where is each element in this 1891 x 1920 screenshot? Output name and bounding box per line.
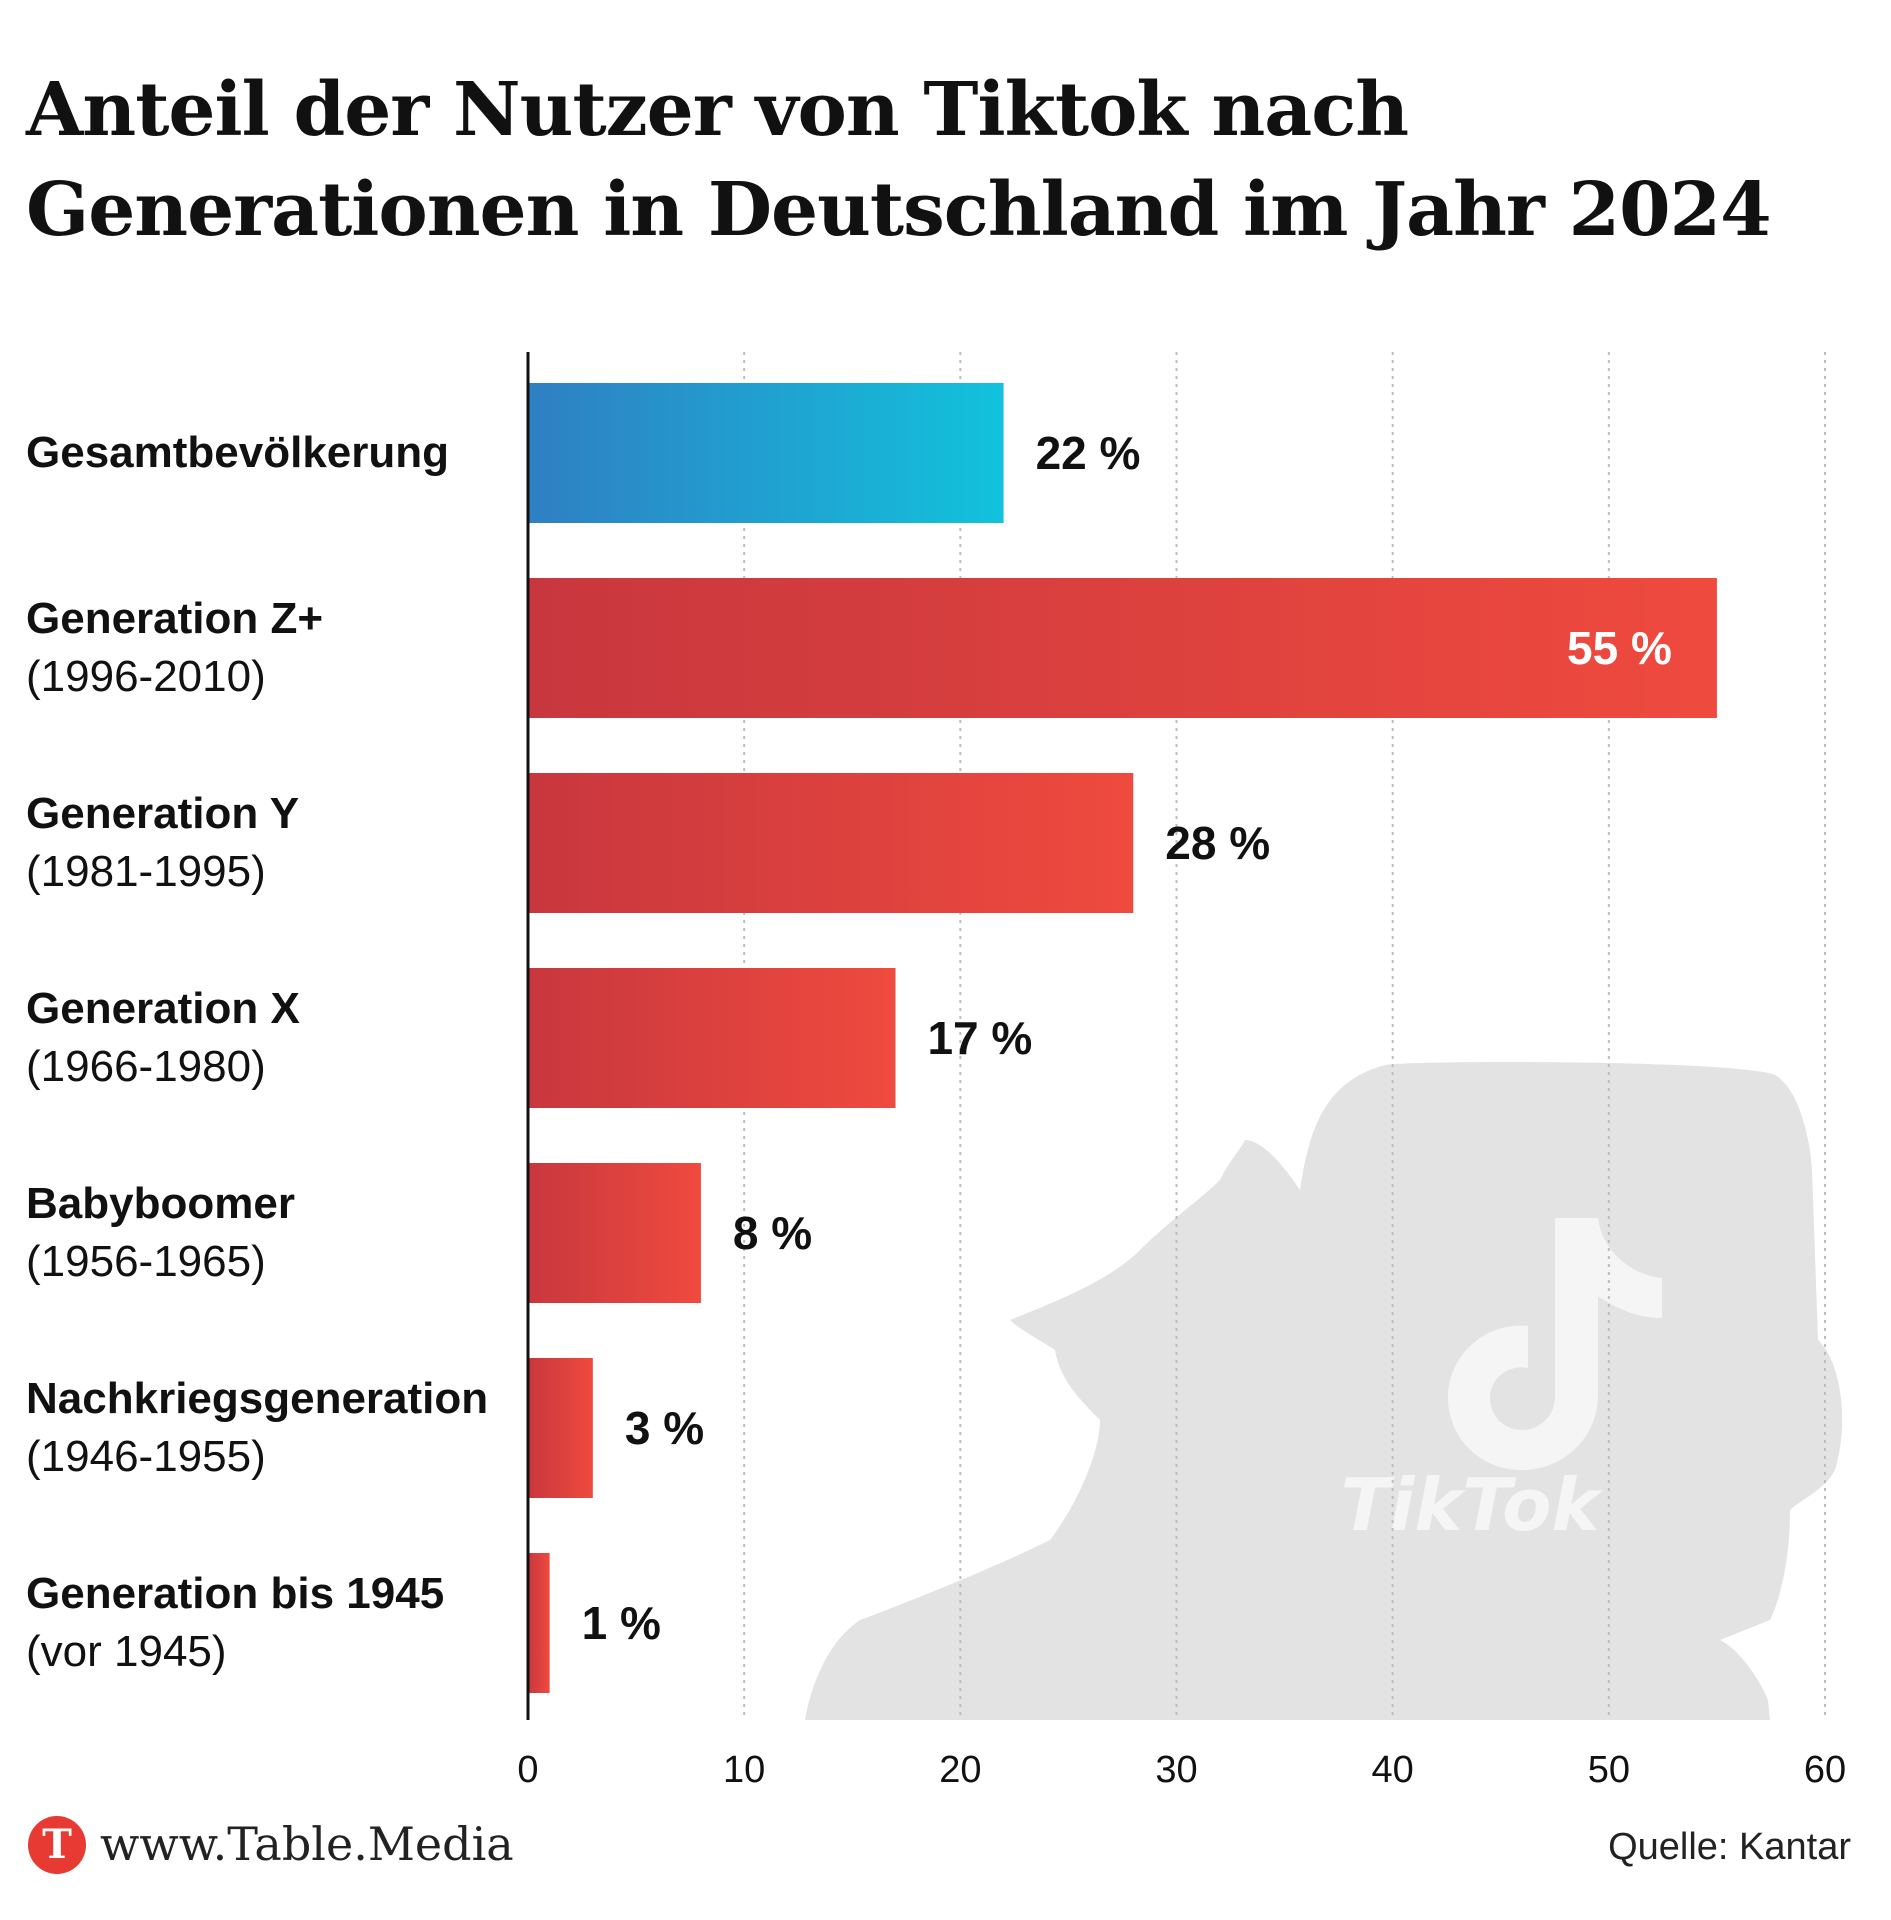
category-label-3: Generation X (1966-1980): [26, 980, 300, 1096]
chart-title-line-2: Generationen in Deutschland im Jahr 2024: [26, 167, 1772, 253]
value-label-1: 55 %: [1567, 622, 1672, 674]
category-years: (1981-1995): [26, 847, 266, 896]
value-labels: 22 % 55 % 28 % 17 % 8 % 3 % 1 %: [582, 427, 1672, 1649]
category-name: Nachkriegsgeneration: [26, 1374, 489, 1423]
category-years: (1946-1955): [26, 1432, 266, 1481]
value-label-4: 8 %: [733, 1207, 812, 1259]
x-tick-label-0: 0: [517, 1749, 538, 1791]
category-years: (1956-1965): [26, 1237, 266, 1286]
category-years: (vor 1945): [26, 1627, 227, 1676]
x-tick-label-60: 60: [1804, 1749, 1846, 1791]
category-name: Babyboomer: [26, 1179, 295, 1228]
category-label-2: Generation Y (1981-1995): [26, 785, 299, 901]
category-label-5: Nachkriegsgeneration (1946-1955): [26, 1370, 488, 1486]
source-note: Quelle: Kantar: [1608, 1826, 1851, 1868]
category-name: Generation Z+: [26, 594, 324, 643]
x-tick-label-20: 20: [939, 1749, 981, 1791]
value-label-6: 1 %: [582, 1597, 661, 1649]
tiktok-watermark-text: TikTok: [1341, 1463, 1604, 1547]
category-name: Generation bis 1945: [26, 1569, 445, 1618]
category-years: (1996-2010): [26, 652, 266, 701]
x-axis-tick-labels: 0 10 20 30 40 50 60: [517, 1749, 1846, 1791]
category-label-4: Babyboomer (1956-1965): [26, 1175, 295, 1291]
table-media-logo: T: [28, 1816, 86, 1874]
x-tick-label-10: 10: [723, 1749, 765, 1791]
value-label-5: 3 %: [625, 1402, 704, 1454]
bar-4: [528, 1163, 701, 1303]
bar-3: [528, 968, 896, 1108]
chart-title-line-1: Anteil der Nutzer von Tiktok nach: [26, 67, 1409, 153]
category-years: (1966-1980): [26, 1042, 266, 1091]
chart-title: Anteil der Nutzer von Tiktok nach Genera…: [26, 60, 1846, 260]
footer-url: www.Table.Media: [100, 1817, 514, 1871]
value-label-3: 17 %: [927, 1012, 1032, 1064]
bar-5: [528, 1358, 593, 1498]
category-label-0: Gesamtbevölkerung: [26, 424, 449, 482]
x-tick-label-30: 30: [1155, 1749, 1197, 1791]
category-name: Generation X: [26, 984, 300, 1033]
value-label-2: 28 %: [1165, 817, 1270, 869]
bars: [528, 383, 1717, 1693]
category-label-1: Generation Z+ (1996-2010): [26, 590, 323, 706]
category-name: Gesamtbevölkerung: [26, 428, 450, 477]
logo-letter: T: [42, 1821, 72, 1868]
category-name: Generation Y: [26, 789, 300, 838]
x-tick-label-50: 50: [1588, 1749, 1630, 1791]
bar-0: [528, 383, 1004, 523]
bar-1: [528, 578, 1717, 718]
bar-6: [528, 1553, 550, 1693]
x-tick-label-40: 40: [1372, 1749, 1414, 1791]
value-label-0: 22 %: [1036, 427, 1141, 479]
bar-2: [528, 773, 1134, 913]
category-label-6: Generation bis 1945 (vor 1945): [26, 1565, 444, 1681]
